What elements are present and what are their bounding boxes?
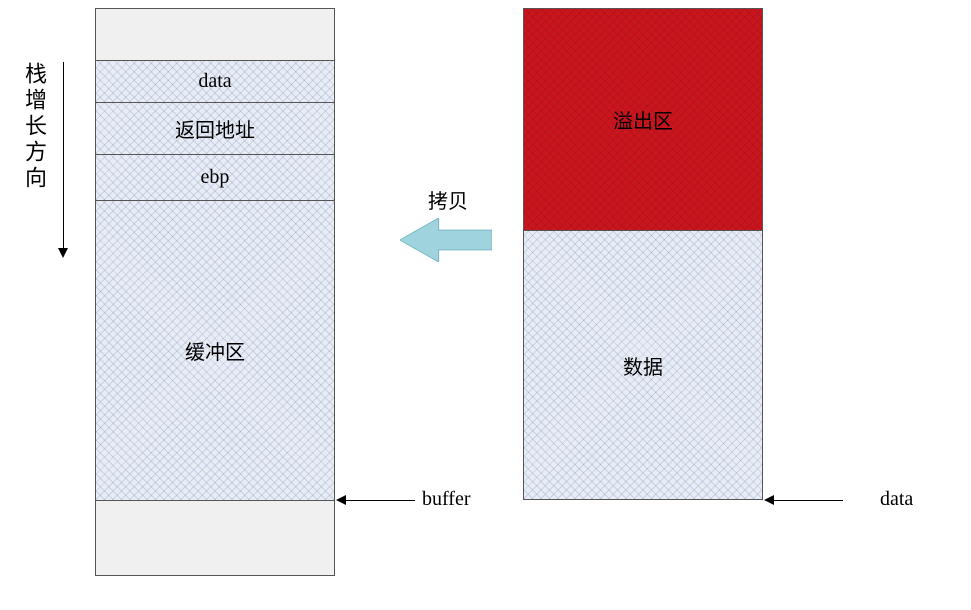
buffer-pointer-arrow xyxy=(346,500,415,501)
buffer-pointer-label: buffer xyxy=(422,488,471,511)
cell-label-overflow: 溢出区 xyxy=(613,105,673,134)
cell-overflow: 溢出区 xyxy=(523,8,763,230)
cell-label-data_rgn: 数据 xyxy=(623,351,663,380)
cell-label-ebp: ebp xyxy=(201,166,230,189)
stack-growth-arrow xyxy=(63,62,64,248)
cell-pad_top xyxy=(95,8,335,60)
buffer-pointer-arrowhead xyxy=(336,495,346,505)
data-pointer-arrow xyxy=(774,500,843,501)
data-pointer-label: data xyxy=(880,488,913,511)
cell-retaddr: 返回地址 xyxy=(95,102,335,154)
cell-buffer_main: 缓冲区 xyxy=(95,200,335,500)
cell-label-data_cell: data xyxy=(198,70,231,93)
cell-data_cell: data xyxy=(95,60,335,102)
copy-label: 拷贝 xyxy=(428,185,468,214)
cell-pad_bot xyxy=(95,500,335,576)
cell-label-retaddr: 返回地址 xyxy=(175,114,255,143)
cell-data_rgn: 数据 xyxy=(523,230,763,500)
cell-label-buffer_main: 缓冲区 xyxy=(185,336,245,365)
left-stack: data 返回地址 ebp 缓冲区 xyxy=(95,8,335,576)
cell-ebp: ebp xyxy=(95,154,335,200)
right-stack: 溢出区数据 xyxy=(523,8,763,500)
stack-growth-label: 栈增长方向 xyxy=(18,62,50,192)
stack-growth-arrowhead xyxy=(58,248,68,258)
data-pointer-arrowhead xyxy=(764,495,774,505)
copy-arrow-icon xyxy=(400,218,492,262)
